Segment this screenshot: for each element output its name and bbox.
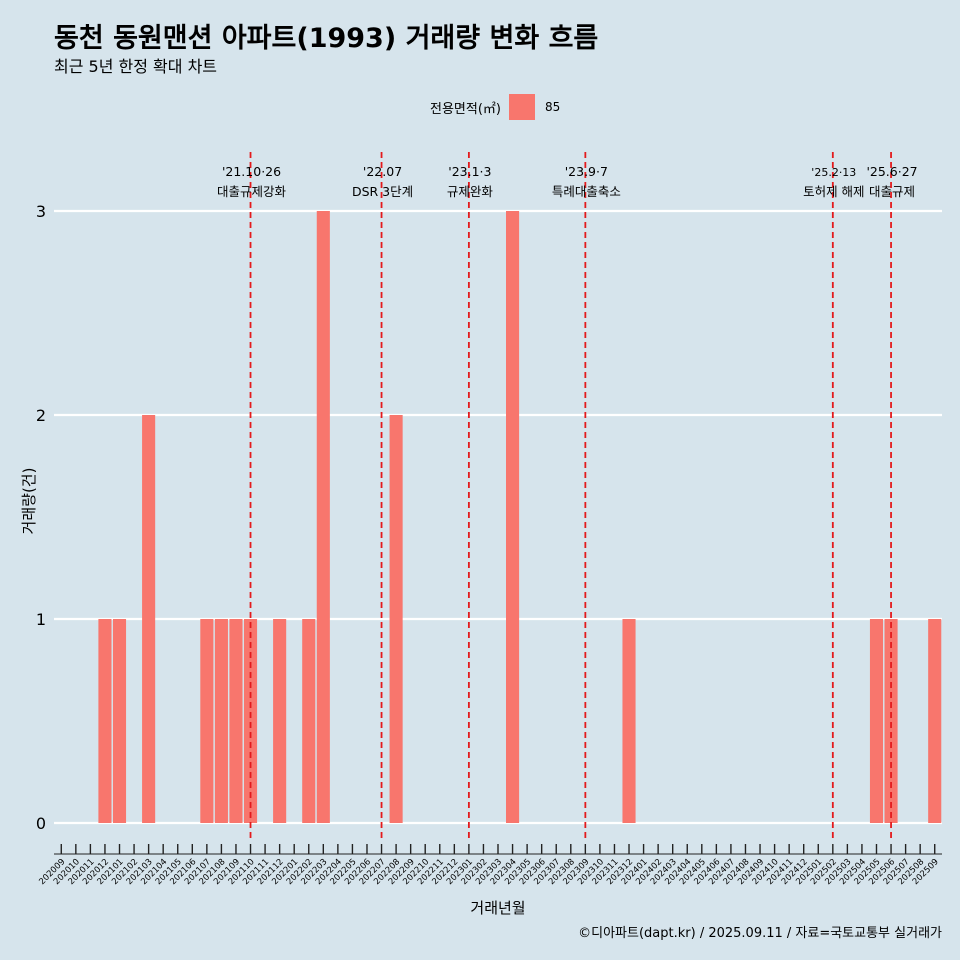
event-date-label: '22.07 bbox=[363, 164, 402, 179]
event-date-label: '23.9·7 bbox=[565, 164, 608, 179]
footer-credit: ©디아파트(dapt.kr) / 2025.09.11 / 자료=국토교통부 실… bbox=[578, 926, 942, 941]
y-axis-label: 거래량(건) bbox=[20, 468, 38, 535]
bar bbox=[142, 415, 156, 823]
event-date-label: '21.10·26 bbox=[222, 164, 281, 179]
event-label: 대출규제강화 bbox=[217, 184, 287, 199]
event-label: 토허제 해제 bbox=[803, 184, 864, 199]
bar bbox=[302, 619, 316, 823]
y-tick-label: 0 bbox=[36, 814, 46, 833]
event-label: 규제완화 bbox=[447, 184, 494, 199]
y-tick-label: 2 bbox=[36, 406, 46, 425]
bars bbox=[98, 211, 942, 823]
bar bbox=[316, 211, 330, 823]
bar bbox=[243, 619, 258, 823]
bar bbox=[200, 619, 214, 823]
y-tick-label: 3 bbox=[36, 202, 46, 221]
axes: 0123202009202010202011202012202101202102… bbox=[36, 202, 942, 887]
bar bbox=[112, 619, 127, 823]
legend-title: 전용면적(㎡) bbox=[430, 101, 501, 117]
y-tick-label: 1 bbox=[36, 610, 46, 629]
x-axis-label: 거래년월 bbox=[470, 899, 525, 917]
bar bbox=[214, 619, 228, 823]
event-date-label: '25.6·27 bbox=[866, 164, 917, 179]
bar bbox=[928, 619, 942, 823]
grid-lines bbox=[54, 209, 942, 825]
bar bbox=[273, 619, 287, 823]
event-label: 특례대출축소 bbox=[552, 184, 621, 199]
bar bbox=[98, 619, 112, 823]
bar bbox=[622, 619, 636, 823]
legend-swatch bbox=[508, 94, 535, 120]
chart-title: 동천 동원맨션 아파트(1993) 거래량 변화 흐름 bbox=[54, 23, 599, 54]
event-label: DSR 3단계 bbox=[352, 184, 413, 199]
bar bbox=[506, 211, 520, 823]
legend-entry-label: 85 bbox=[544, 100, 561, 114]
bar bbox=[884, 619, 898, 823]
bar bbox=[229, 619, 243, 823]
legend: 전용면적(㎡) 85 bbox=[430, 94, 560, 120]
event-label: 대출규제 bbox=[869, 184, 915, 199]
bar bbox=[869, 619, 884, 823]
bar bbox=[389, 415, 403, 823]
event-date-label: '23.1·3 bbox=[448, 164, 491, 179]
event-lines: '21.10·26 대출규제강화 '22.07 DSR 3단계 '23.1·3 규제완화 '… bbox=[217, 152, 918, 842]
event-date-label: '25.2·13 bbox=[811, 166, 856, 179]
chart-subtitle: 최근 5년 한정 확대 차트 bbox=[54, 57, 218, 76]
